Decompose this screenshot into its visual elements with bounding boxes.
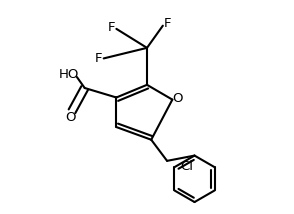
Text: HO: HO xyxy=(59,68,79,81)
Text: F: F xyxy=(164,18,171,30)
Text: Cl: Cl xyxy=(181,160,194,173)
Text: O: O xyxy=(65,111,76,124)
Text: F: F xyxy=(95,52,102,65)
Text: F: F xyxy=(108,21,116,34)
Text: O: O xyxy=(172,92,183,105)
